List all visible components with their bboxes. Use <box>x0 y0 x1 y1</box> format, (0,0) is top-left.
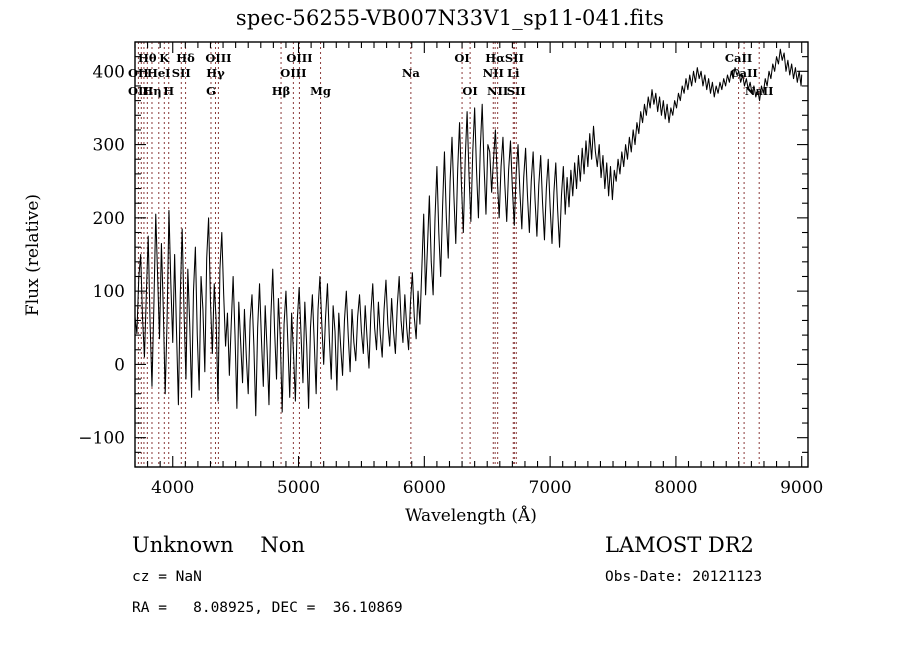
spectral-line-label: H <box>163 84 174 98</box>
spectral-line-label: Hβ <box>272 84 291 98</box>
spectral-line-label: NaII <box>745 84 774 98</box>
spectral-line-label: Hη <box>142 84 161 98</box>
spectral-line-label: HeI <box>147 66 171 80</box>
y-tick-label: 300 <box>93 136 125 156</box>
y-tick-label: 200 <box>93 209 125 229</box>
x-axis-tick-labels: 4000 5000 6000 7000 8000 9000 <box>151 478 823 498</box>
spectral-line-label: Hδ <box>176 51 195 65</box>
spectral-line-label: OI <box>454 51 469 65</box>
y-tick-label: 400 <box>93 62 125 82</box>
coordinates: RA = 8.08925, DEC = 36.10869 <box>132 600 403 616</box>
spectral-line-label: OIII <box>286 51 312 65</box>
spectral-line-label: Hγ <box>206 66 225 80</box>
survey-name: LAMOST DR2 <box>605 533 754 557</box>
x-axis-title: Wavelength (Å) <box>405 505 537 526</box>
spectral-line-label: K <box>159 51 170 65</box>
axes-frame <box>134 41 809 468</box>
spectral-line-label: OIII <box>280 66 306 80</box>
spectral-line-label: SII <box>505 51 524 65</box>
y-tick-label: 100 <box>93 282 125 302</box>
observation-date: Obs-Date: 20121123 <box>605 569 763 585</box>
spectral-line-label: Na <box>402 66 421 80</box>
redshift-velocity: cz = NaN <box>132 569 202 585</box>
spectral-line-label: OII <box>128 84 149 98</box>
spectral-line-label: OIII <box>205 51 231 65</box>
x-tick-label: 4000 <box>151 478 194 498</box>
spectral-line-label: OI <box>462 84 477 98</box>
y-tick-label: 0 <box>114 355 125 375</box>
spectral-line-label: NII <box>483 66 504 80</box>
spectral-line-label: Hθ <box>138 51 157 65</box>
spectral-line-label: SII <box>507 84 526 98</box>
object-classification: Unknown Non <box>132 533 305 557</box>
spectral-line-label: Hα <box>485 51 505 65</box>
y-tick-label: −100 <box>78 429 125 449</box>
spectral-line-label: Li <box>507 66 520 80</box>
x-tick-label: 5000 <box>277 478 320 498</box>
spectral-line-label: CaII <box>730 66 757 80</box>
spectral-line-label: OII <box>128 66 149 80</box>
x-tick-label: 8000 <box>654 478 697 498</box>
plot-frame <box>134 41 809 468</box>
spectral-line-label: Mg <box>310 84 331 98</box>
x-tick-label: 7000 <box>528 478 571 498</box>
spectral-line-label: SII <box>172 66 191 80</box>
spectrum-trace <box>134 48 803 417</box>
x-tick-label: 9000 <box>780 478 823 498</box>
metadata-footer: Unknown Non cz = NaN RA = 8.08925, DEC =… <box>0 528 900 648</box>
spectral-line-label: G <box>206 84 216 98</box>
spectral-line-label: CaII <box>725 51 752 65</box>
page-title: spec-56255-VB007N33V1_sp11-041.fits <box>235 6 665 30</box>
y-axis-title: Flux (relative) <box>23 194 43 316</box>
y-axis-tick-labels: −100 0 100 200 300 400 <box>78 62 125 448</box>
flux-polyline <box>134 48 803 417</box>
spectral-line-label: NII <box>487 84 508 98</box>
spectral-line-markers <box>137 42 760 467</box>
x-tick-label: 6000 <box>403 478 446 498</box>
